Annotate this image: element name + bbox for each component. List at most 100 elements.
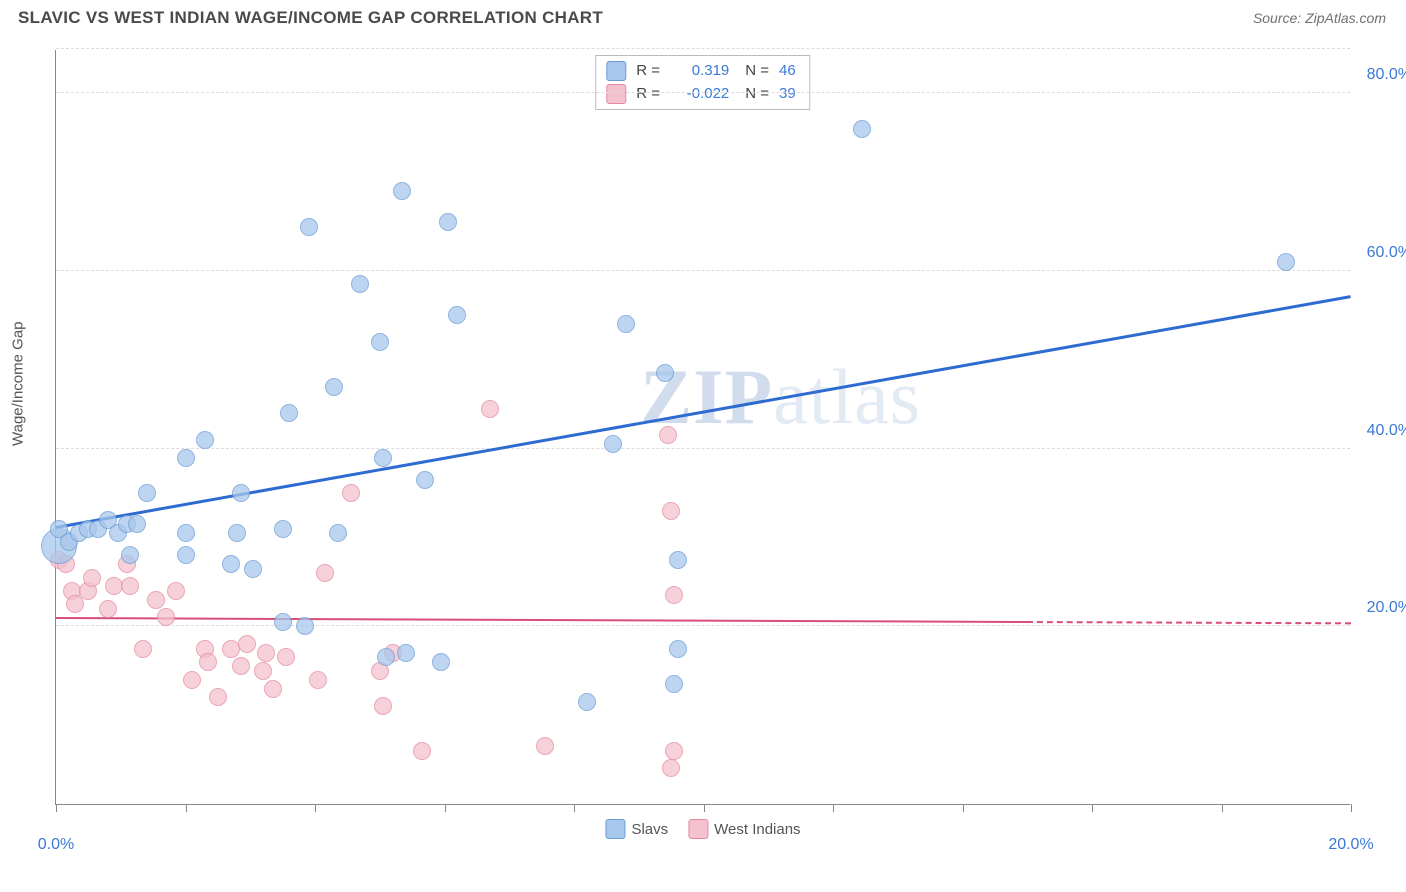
gridline: [56, 48, 1350, 49]
data-point: [99, 600, 117, 618]
data-point: [274, 613, 292, 631]
legend-r-value: -0.022: [674, 83, 729, 106]
data-point: [439, 213, 457, 231]
data-point: [196, 431, 214, 449]
data-point: [617, 315, 635, 333]
legend-r-label: R =: [636, 83, 664, 106]
data-point: [448, 306, 466, 324]
legend-n-label: N =: [745, 83, 769, 106]
data-point: [374, 697, 392, 715]
data-point: [393, 182, 411, 200]
y-tick-label: 60.0%: [1367, 244, 1406, 262]
legend-r-value: 0.319: [674, 60, 729, 83]
data-point: [134, 640, 152, 658]
x-tick: [833, 804, 834, 812]
data-point: [228, 524, 246, 542]
data-point: [121, 577, 139, 595]
x-tick-label: 20.0%: [1328, 836, 1373, 854]
data-point: [300, 218, 318, 236]
data-point: [316, 564, 334, 582]
legend-n-value: 39: [779, 83, 796, 106]
x-tick: [445, 804, 446, 812]
data-point: [277, 648, 295, 666]
data-point: [413, 742, 431, 760]
data-point: [536, 737, 554, 755]
data-point: [377, 648, 395, 666]
gridline: [56, 625, 1350, 626]
y-axis-label: Wage/Income Gap: [10, 321, 27, 446]
data-point: [274, 520, 292, 538]
trend-line: [56, 617, 1027, 623]
series-legend: Slavs West Indians: [605, 819, 800, 839]
legend-n-label: N =: [745, 60, 769, 83]
data-point: [121, 546, 139, 564]
legend-row: R = -0.022 N = 39: [606, 83, 795, 106]
correlation-legend: R = 0.319 N = 46 R = -0.022 N = 39: [595, 55, 810, 110]
data-point: [342, 484, 360, 502]
data-point: [232, 484, 250, 502]
y-tick-label: 40.0%: [1367, 422, 1406, 440]
data-point: [329, 524, 347, 542]
data-point: [177, 524, 195, 542]
data-point: [1277, 253, 1295, 271]
data-point: [665, 675, 683, 693]
data-point: [371, 333, 389, 351]
x-tick: [56, 804, 57, 812]
data-point: [665, 586, 683, 604]
legend-series-label: West Indians: [714, 821, 800, 838]
data-point: [309, 671, 327, 689]
data-point: [157, 608, 175, 626]
data-point: [665, 742, 683, 760]
legend-swatch: [688, 819, 708, 839]
x-tick: [315, 804, 316, 812]
y-tick-label: 20.0%: [1367, 599, 1406, 617]
data-point: [238, 635, 256, 653]
x-tick: [1092, 804, 1093, 812]
data-point: [254, 662, 272, 680]
x-tick: [1222, 804, 1223, 812]
data-point: [325, 378, 343, 396]
x-tick: [186, 804, 187, 812]
x-tick-label: 0.0%: [38, 836, 74, 854]
data-point: [481, 400, 499, 418]
legend-r-label: R =: [636, 60, 664, 83]
data-point: [662, 759, 680, 777]
x-tick: [574, 804, 575, 812]
data-point: [669, 640, 687, 658]
data-point: [264, 680, 282, 698]
trend-line: [56, 295, 1352, 529]
data-point: [232, 657, 250, 675]
data-point: [66, 595, 84, 613]
data-point: [177, 546, 195, 564]
data-point: [167, 582, 185, 600]
data-point: [397, 644, 415, 662]
gridline: [56, 92, 1350, 93]
data-point: [83, 569, 101, 587]
legend-swatch: [605, 819, 625, 839]
legend-row: R = 0.319 N = 46: [606, 60, 795, 83]
y-tick-label: 80.0%: [1367, 66, 1406, 84]
data-point: [656, 364, 674, 382]
data-point: [432, 653, 450, 671]
data-point: [351, 275, 369, 293]
data-point: [578, 693, 596, 711]
legend-item: Slavs: [605, 819, 668, 839]
data-point: [147, 591, 165, 609]
data-point: [669, 551, 687, 569]
data-point: [662, 502, 680, 520]
legend-series-label: Slavs: [631, 821, 668, 838]
chart-plot-area: ZIPatlas R =0.319N =46R =-0.022N =39 Sla…: [55, 50, 1350, 805]
chart-title: SLAVIC VS WEST INDIAN WAGE/INCOME GAP CO…: [18, 8, 603, 28]
legend-swatch: [606, 84, 626, 104]
x-tick: [963, 804, 964, 812]
data-point: [244, 560, 262, 578]
legend-item: West Indians: [688, 819, 800, 839]
data-point: [296, 617, 314, 635]
legend-n-value: 46: [779, 60, 796, 83]
data-point: [853, 120, 871, 138]
legend-swatch: [606, 61, 626, 81]
data-point: [280, 404, 298, 422]
data-point: [177, 449, 195, 467]
data-point: [659, 426, 677, 444]
source-label: Source: ZipAtlas.com: [1253, 10, 1386, 26]
